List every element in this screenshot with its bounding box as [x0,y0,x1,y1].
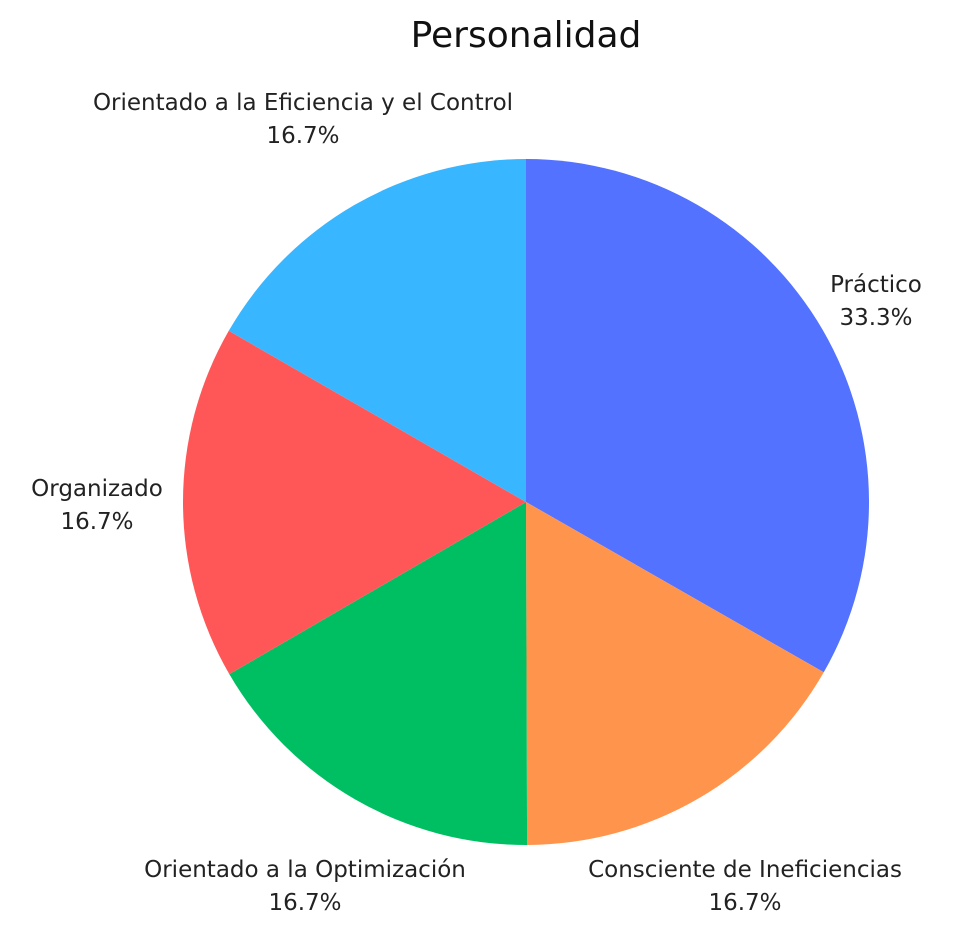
slice-label-group: Consciente de Ineficiencias 16.7% [588,857,902,916]
pie-slice [182,330,526,675]
pie-slice [228,158,526,502]
pie-labels: Práctico 33.3% Consciente de Ineficiencias… [31,90,922,916]
chart-title: Personalidad [411,15,642,56]
slice-label-group: Organizado 16.7% [31,476,163,535]
slice-label: Orientado a la Eficiencia y el Control [93,90,513,116]
slice-label: Orientado a la Optimización [144,857,466,883]
slice-label: Organizado [31,476,163,502]
pie-slice [229,502,528,845]
pie-slices [182,158,869,845]
pie-slice [526,158,869,673]
slice-percent: 16.7% [60,509,133,535]
slice-label-group: Orientado a la Optimización 16.7% [144,857,466,916]
slice-label: Práctico [830,272,922,298]
slice-percent: 16.7% [708,890,781,916]
pie-slice [526,502,824,845]
slice-label: Consciente de Ineficiencias [588,857,902,883]
slice-label-group: Práctico 33.3% [830,272,922,331]
slice-label-group: Orientado a la Eficiencia y el Control 16… [93,90,513,149]
slice-percent: 33.3% [839,305,912,331]
slice-percent: 16.7% [266,123,339,149]
slice-percent: 16.7% [268,890,341,916]
